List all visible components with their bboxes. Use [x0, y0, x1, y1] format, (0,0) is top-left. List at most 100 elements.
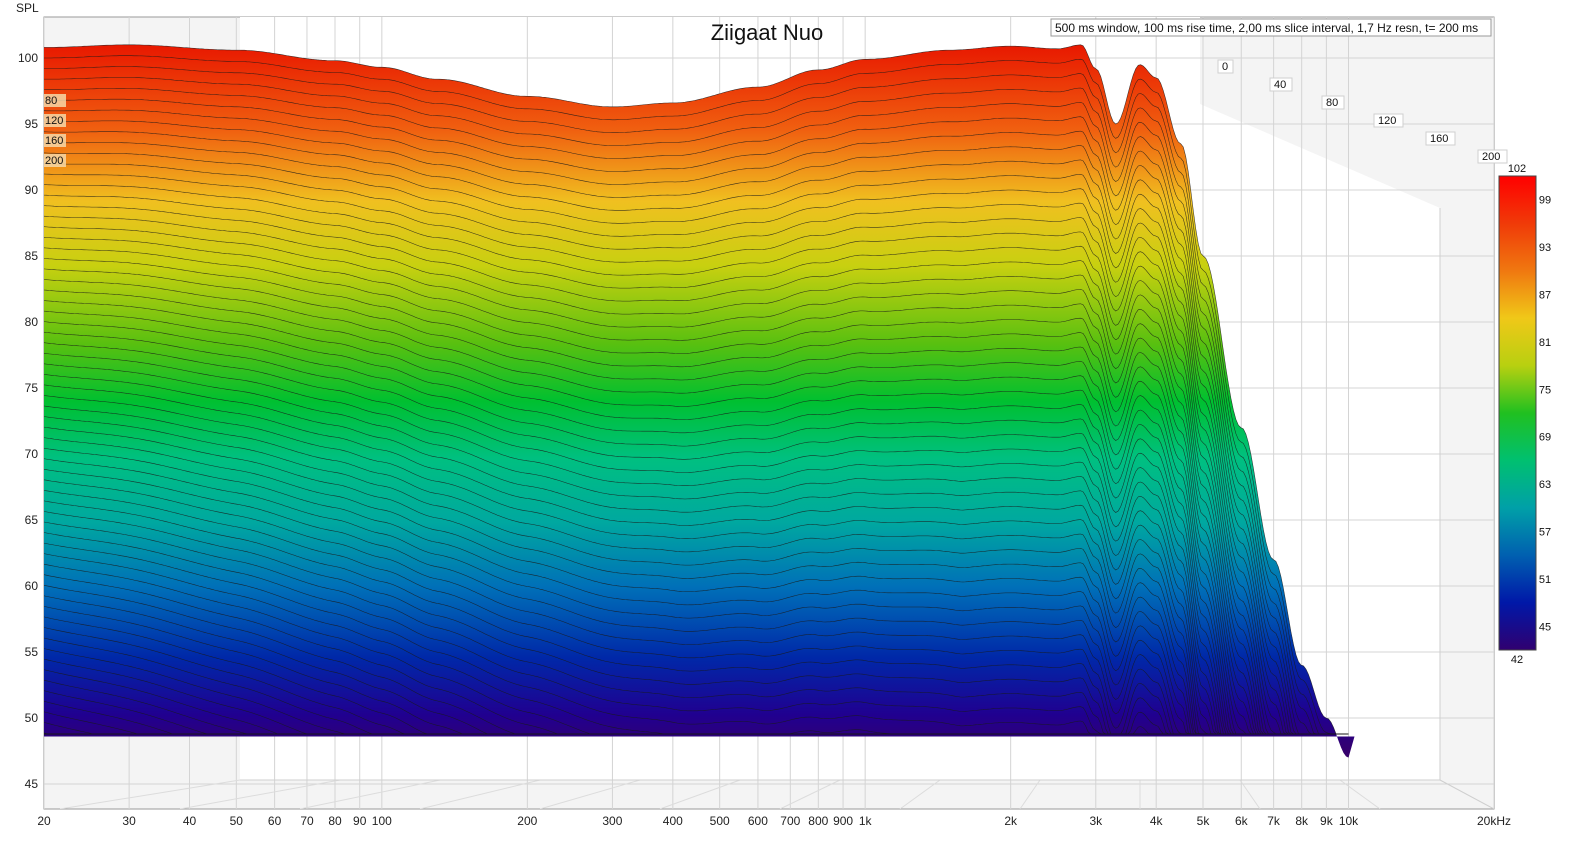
slice-line: [44, 184, 1349, 735]
floor-line: [1239, 779, 1261, 809]
x-tick-label: 5k: [1197, 814, 1211, 828]
slice-line: [44, 300, 1349, 735]
floor-line: [179, 779, 341, 809]
colorbar-label: 75: [1539, 384, 1551, 396]
slice-line: [44, 237, 1349, 735]
floor-line: [299, 779, 441, 809]
slice-line: [44, 479, 1349, 735]
slice-line: [44, 44, 1349, 735]
time-tick-box: [1217, 59, 1234, 74]
slice-line: [44, 77, 1349, 735]
x-tick-label: 600: [748, 814, 768, 828]
slice-line: [44, 511, 1349, 735]
y-tick-label: 80: [25, 315, 39, 329]
x-tick-label: 200: [517, 814, 537, 828]
colorbar-label: 81: [1539, 337, 1551, 349]
x-tick-label: 70: [300, 814, 314, 828]
y-tick-label: 70: [25, 447, 39, 461]
x-tick-label: 10k: [1339, 814, 1359, 828]
slice-line: [44, 331, 1349, 735]
x-tick-label: 90: [353, 814, 367, 828]
time-tick-label: 200: [1482, 151, 1500, 163]
slice-line: [44, 120, 1349, 735]
x-tick-label: 300: [602, 814, 622, 828]
slice-line: [44, 447, 1349, 735]
info-box: 500 ms window, 100 ms rise time, 2,00 ms…: [1050, 18, 1492, 37]
floor-line: [59, 779, 241, 809]
colorbar-label: 45: [1539, 621, 1551, 633]
x-tick-label: 6k: [1235, 814, 1249, 828]
time-tick-box: [1321, 95, 1345, 110]
slice-line: [44, 490, 1349, 735]
floor-line: [659, 779, 741, 809]
y-tick-label: 100: [18, 51, 38, 65]
y-tick-label: 90: [25, 183, 39, 197]
y-tick-label: 65: [25, 513, 39, 527]
time-tick-label: 120: [1378, 115, 1396, 127]
y-tick-label: 55: [25, 645, 39, 659]
x-tick-label: 40: [183, 814, 197, 828]
slice-line: [44, 289, 1349, 735]
colorbar-label: 57: [1539, 527, 1551, 539]
x-tick-label: 800: [808, 814, 828, 828]
colorbar-label: 63: [1539, 479, 1551, 491]
slice-line: [44, 384, 1349, 735]
chart-title: Ziigaat Nuo: [711, 20, 824, 45]
colorbar-label: 42: [1511, 654, 1523, 666]
slice-line: [44, 363, 1349, 735]
colorbar-label: 93: [1539, 242, 1551, 254]
time-axis: 0 40 80 120 160 200 80 120 160 200: [44, 59, 1508, 167]
slice-line: [44, 258, 1349, 735]
time-tick-label: 80: [1326, 97, 1338, 109]
x-axis: 20 30 40 50 60 70 80 90 100 200 300 400 500 600 700 800…: [37, 814, 1511, 828]
slice-line: [44, 88, 1349, 735]
slice-line: [44, 458, 1349, 735]
slice-line: [44, 215, 1349, 735]
x-tick-label: 4k: [1150, 814, 1164, 828]
y-tick-label: 75: [25, 381, 39, 395]
slice-line: [44, 353, 1349, 735]
time-tick-box: [1425, 131, 1456, 146]
info-text: 500 ms window, 100 ms rise time, 2,00 ms…: [1055, 21, 1478, 35]
surface-fill: [44, 44, 1355, 758]
colorbar-label: 99: [1539, 195, 1551, 207]
colorbar-label: 69: [1539, 432, 1551, 444]
depth-edge: [1439, 779, 1494, 809]
y-tick-label: 95: [25, 117, 39, 131]
time-tick-box: [1477, 149, 1508, 164]
time-tick-box: [1373, 113, 1404, 128]
time-tick-box-left: [44, 134, 66, 147]
slice-line: [44, 500, 1349, 735]
slice-line: [44, 521, 1349, 735]
y-tick-label: 50: [25, 711, 39, 725]
x-tick-label: 80: [328, 814, 342, 828]
slice-line: [44, 416, 1349, 735]
slice-line: [44, 55, 1349, 735]
slice-line: [44, 426, 1349, 735]
x-tick-label: 400: [663, 814, 683, 828]
x-tick-label: 900: [833, 814, 853, 828]
y-axis: 100 95 90 85 80 75 70 65 60 55 50 45: [18, 51, 38, 791]
time-tick-label: 0: [1222, 61, 1228, 73]
slice-line: [44, 437, 1349, 735]
slice-line: [44, 226, 1349, 735]
time-tick-box: [1269, 77, 1293, 92]
time-tick-box-left: [44, 94, 66, 107]
slice-line: [44, 342, 1349, 735]
y-tick-label: 85: [25, 249, 39, 263]
time-tick-label: 160: [1430, 133, 1448, 145]
slice-line: [44, 279, 1349, 735]
time-tick-label-left: 200: [45, 155, 63, 167]
slice-line: [44, 247, 1349, 735]
time-tick-label: 40: [1274, 79, 1286, 91]
colorbar-label: 87: [1539, 290, 1551, 302]
x-tick-label: 8k: [1295, 814, 1309, 828]
slice-line: [44, 268, 1349, 735]
slice-line: [44, 310, 1349, 735]
floor-line: [1339, 779, 1381, 809]
x-tick-label: 2k: [1004, 814, 1018, 828]
x-tick-label: 700: [780, 814, 800, 828]
x-tick-label: 500: [710, 814, 730, 828]
time-tick-box-left: [44, 114, 66, 127]
